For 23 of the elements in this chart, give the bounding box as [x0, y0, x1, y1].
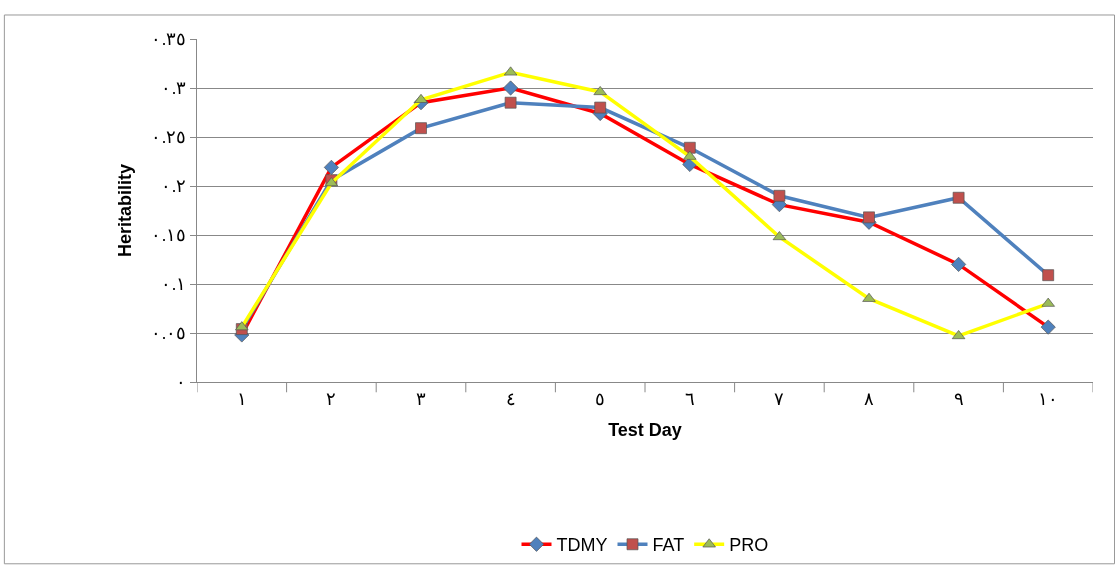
y-tick-label: ٠.٢٥: [151, 127, 187, 148]
legend-label: FAT: [652, 535, 685, 556]
legend-label: TDMY: [556, 535, 608, 556]
y-tick-label: ٠.٠٥: [151, 323, 187, 344]
x-tick-label: ٦: [684, 388, 695, 409]
x-tick-label: ٣: [416, 388, 426, 409]
legend-label: PRO: [729, 535, 769, 556]
x-tick-label: ٨: [864, 388, 874, 409]
x-tick-label: ٤: [505, 388, 516, 409]
x-tick-label: ٧: [774, 388, 785, 409]
y-tick-label: ٠.٣: [161, 78, 187, 99]
y-tick-label: ٠.١: [161, 274, 187, 295]
x-tick-label: ٩: [953, 388, 964, 409]
y-axis-title: Heritability: [114, 163, 135, 258]
y-tick-label: ٠.٢: [161, 176, 187, 197]
y-tick-label: ٠.١٥: [151, 225, 187, 246]
x-tick-label: ١: [236, 388, 247, 409]
x-tick-label: ٢: [326, 388, 337, 409]
x-axis-title: Test Day: [608, 419, 682, 440]
x-tick-label: ١٠: [1038, 388, 1059, 409]
y-tick-label: ٠.٣٥: [151, 29, 187, 50]
x-tick-label: ٥: [595, 388, 606, 409]
y-tick-label: ٠: [176, 372, 187, 393]
